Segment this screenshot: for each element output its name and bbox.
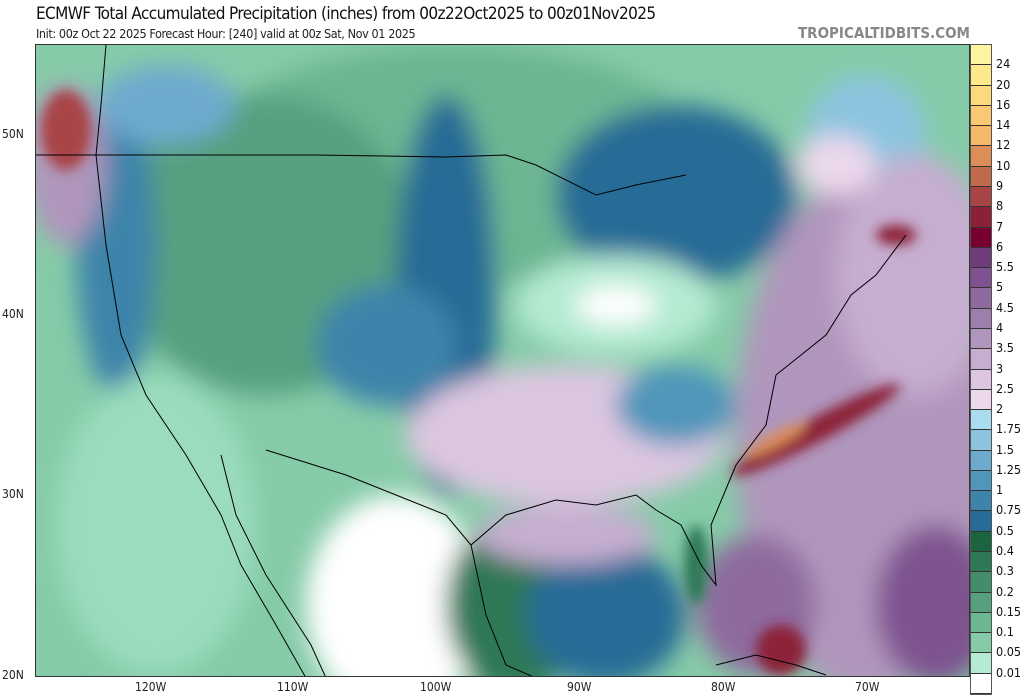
lon-label-90w: 90W bbox=[567, 680, 592, 694]
colorbar-tick-label: 10 bbox=[996, 157, 1011, 173]
colorbar-segment bbox=[971, 511, 991, 532]
lon-label-100w: 100W bbox=[420, 680, 452, 694]
colorbar-tick-label: 8 bbox=[996, 198, 1004, 214]
colorbar-tick-label: 1.75 bbox=[996, 421, 1022, 437]
lon-label-70w: 70W bbox=[855, 680, 880, 694]
colorbar-segment bbox=[971, 65, 991, 86]
colorbar-tick-label: 0.75 bbox=[996, 502, 1022, 518]
colorbar-segment bbox=[971, 85, 991, 106]
colorbar-tick-label: 2.5 bbox=[996, 380, 1014, 396]
colorbar-segment bbox=[971, 389, 991, 411]
precipitation-map bbox=[35, 44, 970, 677]
colorbar-segment bbox=[971, 369, 991, 390]
colorbar-segment bbox=[971, 288, 991, 309]
colorbar-segment bbox=[971, 673, 991, 694]
colorbar-segment bbox=[971, 105, 991, 127]
colorbar-tick-label: 5.5 bbox=[996, 259, 1014, 275]
chart-title: ECMWF Total Accumulated Precipitation (i… bbox=[36, 4, 656, 24]
colorbar-segment bbox=[971, 227, 991, 248]
colorbar-segment bbox=[971, 592, 991, 613]
colorbar-tick-label: 0.4 bbox=[996, 543, 1014, 559]
colorbar-tick-label: 0.1 bbox=[996, 624, 1014, 640]
lat-label-40n: 40N bbox=[2, 307, 24, 321]
colorbar-segment bbox=[971, 146, 991, 167]
colorbar-segment bbox=[971, 491, 991, 512]
colorbar-tick-label: 0.05 bbox=[996, 644, 1022, 660]
colorbar-segment bbox=[971, 612, 991, 634]
colorbar-tick-label: 0.3 bbox=[996, 563, 1014, 579]
colorbar-tick-label: 1 bbox=[996, 482, 1004, 498]
colorbar-segment bbox=[971, 349, 991, 370]
colorbar-tick-label: 7 bbox=[996, 218, 1004, 234]
colorbar-segment bbox=[971, 430, 991, 451]
colorbar-tick-label: 14 bbox=[996, 117, 1011, 133]
lon-label-120w: 120W bbox=[135, 680, 167, 694]
forecast-info: Init: 00z Oct 22 2025 Forecast Hour: [24… bbox=[36, 26, 416, 41]
colorbar-tick-label: 0.01 bbox=[996, 664, 1022, 680]
colorbar-tick-label: 4 bbox=[996, 319, 1004, 335]
colorbar-tick-label: 5 bbox=[996, 279, 1004, 295]
colorbar-segment bbox=[971, 410, 991, 431]
colorbar-tick-label: 6 bbox=[996, 238, 1004, 254]
colorbar-segment bbox=[971, 268, 991, 289]
colorbar-segment bbox=[971, 126, 991, 147]
colorbar-tick-label: 3.5 bbox=[996, 340, 1014, 356]
colorbar-tick-label: 3 bbox=[996, 360, 1004, 376]
colorbar-tick-label: 24 bbox=[996, 56, 1011, 72]
colorbar bbox=[970, 44, 992, 695]
site-watermark: TROPICALTIDBITS.COM bbox=[797, 24, 970, 42]
colorbar-segment bbox=[971, 470, 991, 492]
colorbar-segment bbox=[971, 653, 991, 674]
colorbar-tick-label: 20 bbox=[996, 76, 1011, 92]
colorbar-segment bbox=[971, 247, 991, 269]
colorbar-segment bbox=[971, 45, 991, 66]
lat-label-20n: 20N bbox=[2, 668, 24, 682]
colorbar-segment bbox=[971, 531, 991, 553]
colorbar-tick-label: 12 bbox=[996, 137, 1011, 153]
lon-label-110w: 110W bbox=[277, 680, 309, 694]
colorbar-segment bbox=[971, 552, 991, 573]
colorbar-segment bbox=[971, 572, 991, 593]
colorbar-segment bbox=[971, 328, 991, 350]
colorbar-segment bbox=[971, 633, 991, 654]
coastlines bbox=[36, 45, 907, 676]
colorbar-segment bbox=[971, 450, 991, 471]
lat-label-50n: 50N bbox=[2, 127, 24, 141]
colorbar-tick-label: 2 bbox=[996, 401, 1004, 417]
colorbar-segment bbox=[971, 308, 991, 329]
precip-field bbox=[36, 45, 969, 676]
colorbar-tick-label: 0.15 bbox=[996, 603, 1022, 619]
colorbar-tick-label: 4.5 bbox=[996, 299, 1014, 315]
lon-label-80w: 80W bbox=[711, 680, 736, 694]
colorbar-segment bbox=[971, 186, 991, 208]
colorbar-segment bbox=[971, 166, 991, 187]
colorbar-segment bbox=[971, 207, 991, 228]
colorbar-tick-label: 0.5 bbox=[996, 522, 1014, 538]
colorbar-tick-label: 1.25 bbox=[996, 461, 1022, 477]
lat-label-30n: 30N bbox=[2, 487, 24, 501]
colorbar-tick-label: 16 bbox=[996, 96, 1011, 112]
colorbar-tick-label: 1.5 bbox=[996, 441, 1014, 457]
colorbar-tick-label: 0.2 bbox=[996, 583, 1014, 599]
colorbar-tick-label: 9 bbox=[996, 177, 1004, 193]
